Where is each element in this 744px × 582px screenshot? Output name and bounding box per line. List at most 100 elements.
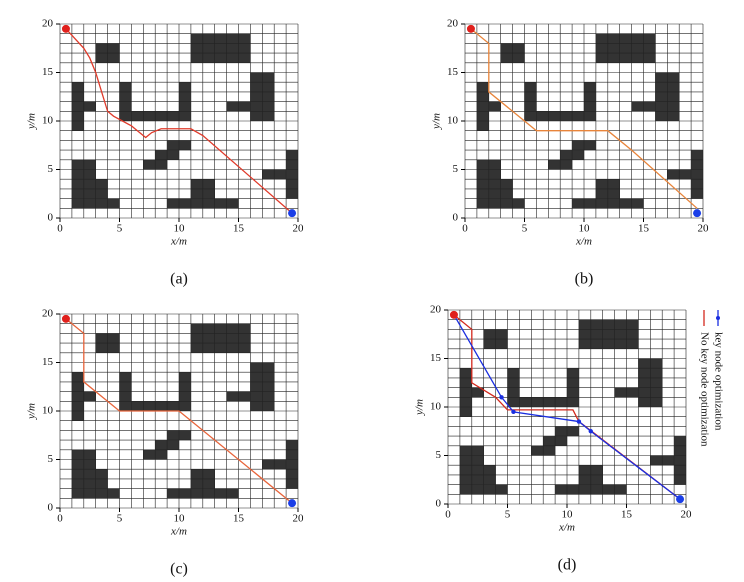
obstacle (691, 150, 703, 199)
x-tick-label: 15 (233, 223, 245, 235)
legend-label: key node optimization (712, 332, 724, 431)
path-line (65, 318, 293, 504)
obstacle (459, 368, 472, 417)
obstacle (536, 111, 596, 121)
y-tick-label: 10 (430, 401, 442, 413)
x-tick-label: 20 (293, 513, 305, 525)
y-tick-label: 10 (42, 115, 54, 127)
x-axis-label: x/m (575, 236, 592, 248)
y-tick-label: 0 (436, 498, 442, 510)
panel: 0 5 10 15 20 0 5 10 15 20 x/m y/m (a) (26, 18, 304, 288)
obstacle (674, 436, 686, 485)
obstacle (567, 368, 579, 398)
start-point (61, 314, 70, 323)
x-tick-label: 20 (293, 223, 305, 235)
y-tick-label: 5 (48, 163, 54, 175)
x-tick-label: 20 (681, 509, 693, 521)
y-tick-label: 0 (48, 212, 54, 224)
y-tick-label: 20 (42, 308, 54, 320)
x-tick-label: 10 (579, 223, 591, 235)
caption: (a) (170, 271, 188, 288)
y-tick-label: 10 (447, 115, 459, 127)
x-tick-label: 5 (505, 509, 511, 521)
goal-point (676, 495, 685, 504)
y-tick-label: 20 (447, 18, 459, 30)
x-axis-label: x/m (170, 236, 187, 248)
obstacle (584, 82, 596, 112)
x-axis-label: x/m (170, 526, 187, 538)
y-tick-label: 0 (48, 502, 54, 514)
y-tick-label: 20 (42, 18, 54, 30)
path-line (65, 28, 293, 214)
caption: (c) (170, 561, 188, 578)
y-tick-label: 5 (436, 449, 442, 461)
y-tick-label: 15 (447, 66, 459, 78)
obstacle (471, 387, 484, 398)
obstacle (286, 150, 298, 199)
path-node (499, 395, 504, 400)
y-tick-label: 5 (48, 453, 54, 465)
y-axis-label: y/m (26, 403, 38, 420)
obstacle (476, 82, 489, 131)
y-tick-label: 0 (453, 212, 459, 224)
y-axis-label: y/m (414, 399, 426, 416)
path-node (588, 429, 593, 434)
y-tick-label: 15 (42, 356, 54, 368)
path-line (470, 28, 698, 209)
obstacle (83, 391, 96, 402)
x-tick-label: 15 (233, 513, 245, 525)
obstacle (131, 111, 191, 121)
obstacle (488, 101, 501, 112)
x-tick-label: 5 (522, 223, 528, 235)
x-axis-label: x/m (558, 522, 575, 534)
x-tick-label: 10 (562, 509, 574, 521)
obstacle (179, 372, 191, 402)
y-tick-label: 5 (453, 163, 459, 175)
obstacle (190, 323, 251, 353)
y-tick-label: 10 (42, 405, 54, 417)
y-tick-label: 15 (42, 66, 54, 78)
x-tick-label: 0 (57, 513, 63, 525)
obstacle (71, 82, 84, 131)
path-node (511, 409, 516, 415)
y-axis-label: y/m (26, 113, 38, 130)
goal-point (693, 209, 702, 218)
x-tick-label: 10 (174, 223, 186, 235)
x-tick-label: 0 (57, 223, 63, 235)
obstacle (519, 397, 579, 407)
legend-marker (716, 316, 720, 320)
y-axis-label: y/m (431, 113, 443, 130)
goal-point (288, 499, 297, 508)
y-tick-label: 15 (430, 352, 442, 364)
obstacle (190, 33, 251, 63)
start-point (61, 24, 70, 33)
obstacle (578, 319, 639, 349)
x-tick-label: 0 (462, 223, 468, 235)
panel: 0 5 10 15 20 0 5 10 15 20 x/m y/m (c) (26, 308, 304, 578)
path-node (576, 419, 582, 424)
x-tick-label: 15 (638, 223, 650, 235)
obstacle (131, 401, 191, 411)
x-tick-label: 15 (621, 509, 633, 521)
caption: (b) (575, 271, 594, 288)
start-point (466, 24, 475, 33)
y-tick-label: 20 (430, 304, 442, 316)
x-tick-label: 0 (445, 509, 451, 521)
caption: (d) (558, 557, 577, 574)
x-tick-label: 5 (117, 223, 123, 235)
obstacle (286, 440, 298, 489)
legend-label: No key node optimization (698, 332, 710, 447)
goal-point (288, 209, 297, 218)
obstacle (595, 33, 656, 63)
path-line (453, 314, 681, 500)
obstacle (83, 101, 96, 112)
x-tick-label: 20 (698, 223, 710, 235)
panel: 0 5 10 15 20 0 5 10 15 20 x/m y/m (d) No key node opt… (414, 304, 725, 574)
obstacle (71, 372, 84, 421)
x-tick-label: 5 (117, 513, 123, 525)
panel: 0 5 10 15 20 0 5 10 15 20 x/m y/m (b) (431, 18, 709, 288)
x-tick-label: 10 (174, 513, 186, 525)
obstacle (179, 82, 191, 112)
start-point (449, 310, 458, 319)
